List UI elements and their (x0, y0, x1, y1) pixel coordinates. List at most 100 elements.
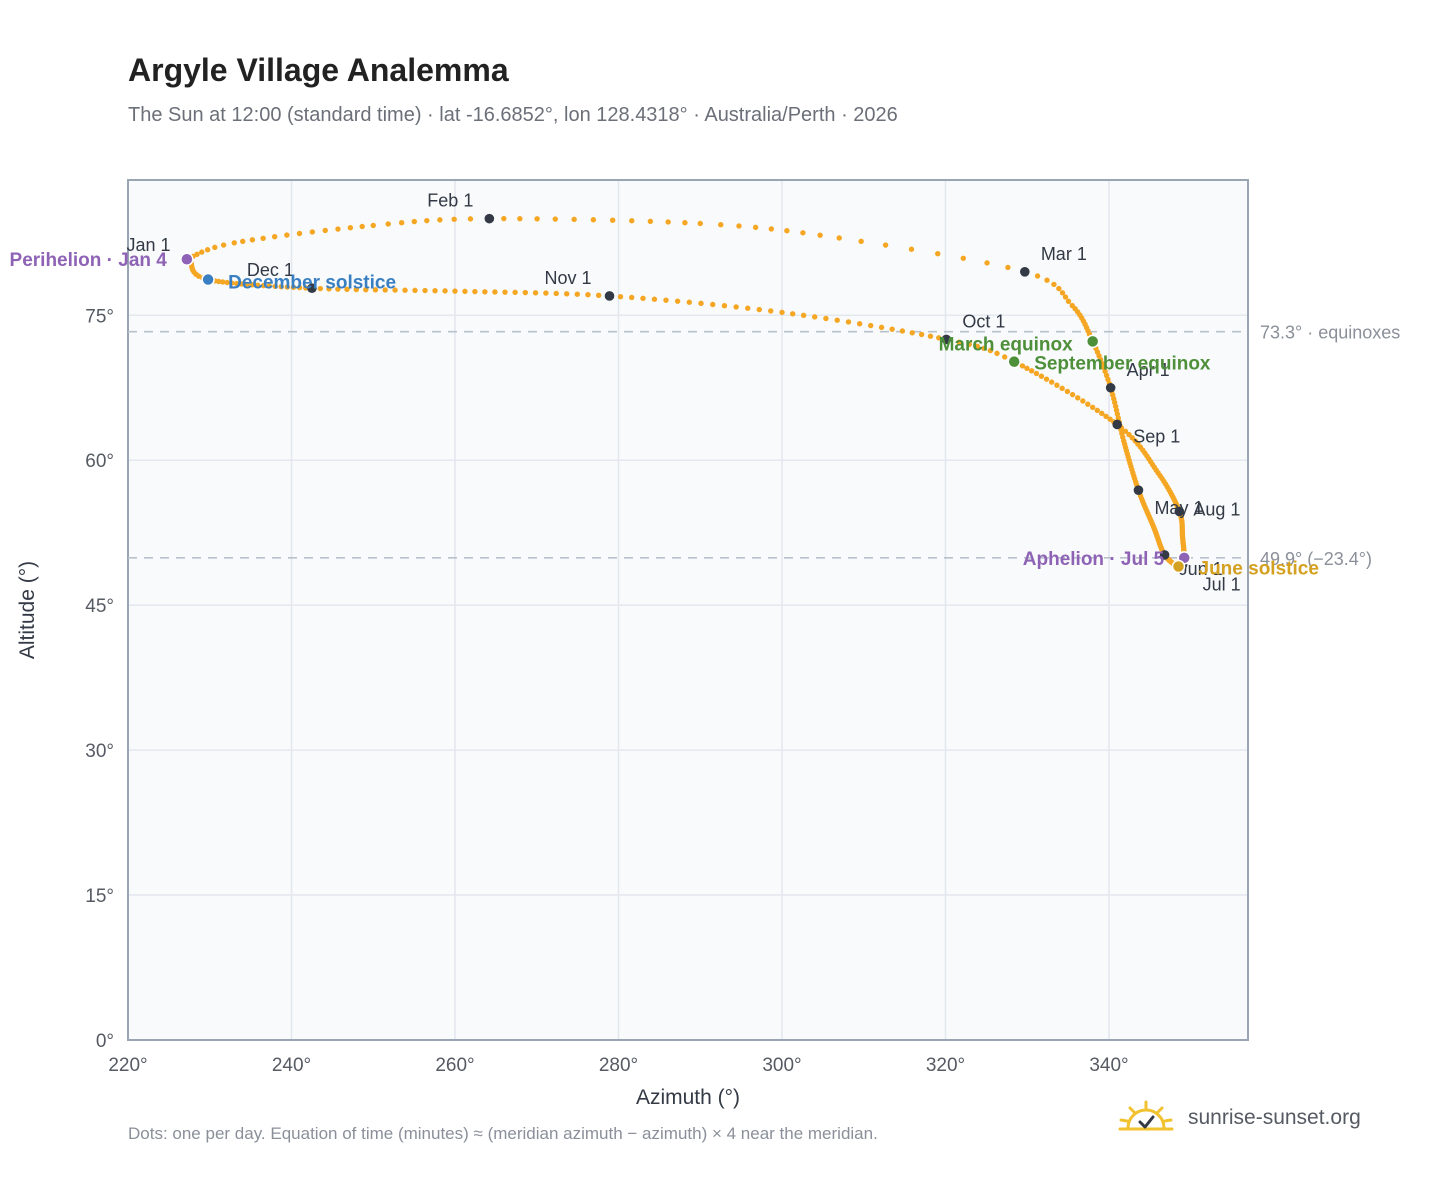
daily-point (574, 291, 580, 297)
month-marker (1112, 419, 1122, 430)
daily-point (553, 290, 559, 297)
event-marker (201, 272, 215, 287)
daily-point (231, 240, 237, 246)
brand-logo[interactable]: sunrise-sunset.org (1118, 1100, 1361, 1136)
daily-point (823, 315, 829, 322)
daily-point (752, 224, 759, 231)
daily-point (220, 279, 226, 285)
month-label: Oct 1 (962, 311, 1005, 331)
daily-point (721, 302, 728, 309)
daily-point (651, 296, 658, 302)
daily-point (697, 220, 703, 227)
daily-point (609, 217, 616, 223)
daily-point (718, 222, 724, 228)
daily-point (229, 280, 235, 286)
event-label: December solstice (228, 273, 396, 294)
sun-logo-icon (1118, 1100, 1174, 1131)
y-tick-label: 60° (85, 451, 114, 472)
daily-point (1069, 391, 1076, 398)
daily-point (1059, 385, 1065, 391)
daily-point (517, 215, 523, 222)
daily-point (303, 285, 309, 291)
daily-point (918, 331, 925, 338)
brand-name: sunrise-sunset.org (1188, 1106, 1361, 1129)
daily-point (640, 295, 646, 302)
daily-point (674, 298, 681, 304)
daily-point (800, 230, 806, 236)
daily-point (834, 317, 840, 323)
month-label: Feb 1 (427, 191, 473, 211)
daily-point (472, 288, 478, 295)
month-marker (1020, 266, 1030, 277)
y-axis-label: Altitude (°) (16, 561, 39, 659)
daily-point (482, 289, 488, 295)
daily-point (451, 216, 457, 222)
daily-point (564, 291, 570, 297)
daily-point (412, 287, 418, 294)
daily-point (909, 330, 915, 336)
daily-point (1107, 416, 1113, 422)
daily-point (1059, 290, 1066, 296)
daily-point (595, 292, 602, 298)
daily-point (936, 335, 942, 341)
daily-point (698, 300, 704, 307)
daily-point (768, 308, 774, 314)
daily-point (326, 286, 332, 292)
daily-point (244, 281, 250, 288)
daily-point (1126, 431, 1132, 438)
chart-footnote: Dots: one per day. Equation of time (min… (128, 1124, 878, 1143)
daily-point (686, 299, 692, 305)
daily-point (1089, 404, 1096, 410)
x-tick-label: 220° (108, 1055, 147, 1076)
daily-point (422, 287, 428, 294)
daily-point (984, 260, 990, 266)
daily-point (502, 289, 508, 295)
daily-point (1094, 407, 1101, 414)
daily-point (1048, 379, 1055, 385)
x-tick-label: 280° (599, 1055, 638, 1076)
daily-point (1099, 410, 1105, 417)
daily-point (224, 279, 230, 286)
daily-point (817, 232, 823, 238)
daily-point (1056, 285, 1062, 292)
daily-point (249, 237, 256, 243)
daily-point (296, 284, 303, 291)
chart-title: Argyle Village Analemma (128, 52, 509, 88)
daily-point (682, 220, 688, 226)
month-marker (307, 283, 317, 294)
daily-point (260, 282, 267, 289)
month-label: Apr 1 (1127, 360, 1170, 380)
daily-point (249, 282, 255, 288)
daily-point (710, 301, 716, 308)
month-label: Mar 1 (1041, 244, 1087, 264)
daily-point (1044, 277, 1050, 283)
event-label: March equinox (939, 334, 1074, 355)
daily-point (353, 286, 359, 293)
daily-point (1105, 376, 1111, 383)
daily-point (663, 297, 669, 303)
x-tick-label: 240° (272, 1055, 311, 1076)
x-tick-label: 260° (435, 1055, 474, 1076)
daily-point (392, 287, 398, 293)
daily-point (442, 288, 448, 294)
daily-point (1080, 398, 1086, 404)
daily-point (935, 250, 941, 257)
daily-point (736, 223, 742, 229)
event-marker (1171, 559, 1186, 574)
daily-point (889, 326, 895, 332)
month-marker (941, 334, 952, 345)
daily-point (199, 249, 205, 255)
daily-point (899, 328, 906, 334)
daily-point (317, 285, 324, 292)
daily-point (1024, 365, 1030, 371)
daily-point (255, 282, 261, 288)
daily-point (335, 226, 341, 232)
reference-line-label: 73.3° · equinoxes (1260, 323, 1400, 343)
event-marker (1085, 334, 1100, 349)
daily-point (812, 314, 818, 320)
daily-point (370, 222, 376, 229)
daily-point (411, 218, 417, 225)
daily-point (994, 350, 1000, 357)
month-label: Aug 1 (1193, 499, 1240, 519)
event-marker (180, 252, 194, 266)
